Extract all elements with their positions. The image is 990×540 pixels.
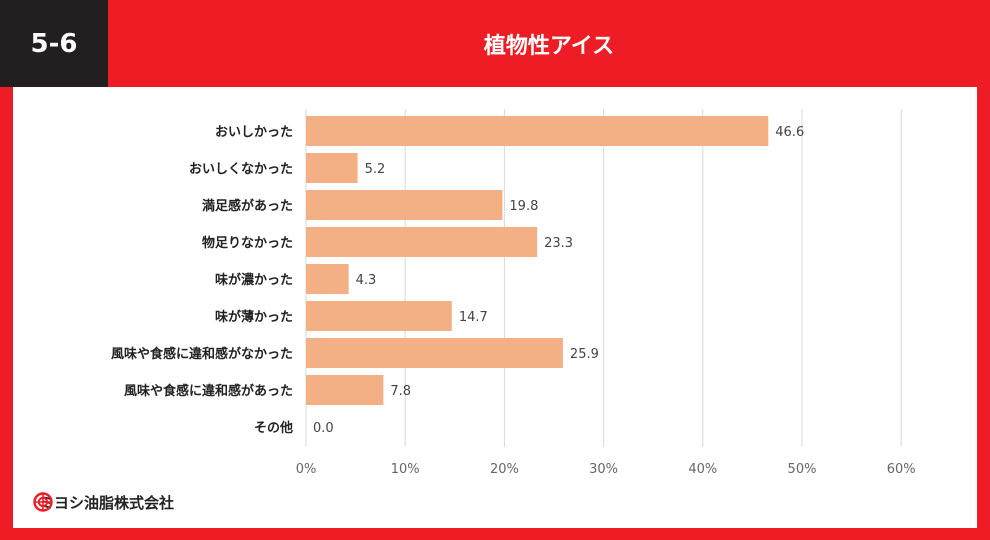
category-label: 風味や食感に違和感がなかった xyxy=(111,346,293,362)
value-label: 25.9 xyxy=(570,347,599,362)
labels: 0% 10% 20% 30% 40% 50% 60% おいしかった 46.6 おいしくなかった 5.… xyxy=(111,125,916,477)
chart-title: 植物性アイス xyxy=(483,33,615,59)
gridlines xyxy=(305,109,902,447)
category-label: 味が薄かった xyxy=(215,309,293,325)
x-tick-label: 30% xyxy=(589,462,618,477)
category-label: おいしかった xyxy=(215,125,293,140)
x-tick-label: 40% xyxy=(688,462,717,477)
x-tick-label: 60% xyxy=(887,462,916,477)
value-label: 4.3 xyxy=(356,273,377,288)
category-label: 満足感があった xyxy=(202,198,293,214)
category-label: 物足りなかった xyxy=(202,235,293,251)
bar xyxy=(306,375,384,405)
category-label: おいしくなかった xyxy=(189,162,293,177)
bar xyxy=(306,338,563,368)
value-label: 14.7 xyxy=(459,310,488,325)
section-number: 5-6 xyxy=(0,0,108,87)
header: 5-6 植物性アイス xyxy=(0,0,990,87)
x-tick-label: 10% xyxy=(391,462,420,477)
value-label: 0.0 xyxy=(313,421,334,436)
bar xyxy=(306,116,769,146)
bar xyxy=(306,190,503,220)
bars xyxy=(306,116,769,405)
category-label: 風味や食感に違和感があった xyxy=(124,383,293,399)
x-tick-label: 0% xyxy=(296,462,317,477)
value-label: 46.6 xyxy=(775,125,804,140)
category-label: その他 xyxy=(254,420,293,436)
bar xyxy=(306,153,358,183)
value-label: 23.3 xyxy=(544,236,573,251)
company-logo: ミヨシ油脂株式会社 xyxy=(33,492,174,513)
x-tick-label: 50% xyxy=(788,462,817,477)
bar-chart: 0% 10% 20% 30% 40% 50% 60% おいしかった 46.6 おいしくなかった 5.… xyxy=(111,109,916,477)
x-tick-label: 20% xyxy=(490,462,519,477)
value-label: 5.2 xyxy=(365,162,386,177)
bar xyxy=(306,301,452,331)
category-label: 味が濃かった xyxy=(215,272,293,288)
company-logo-icon xyxy=(33,492,53,512)
chart-panel: 0% 10% 20% 30% 40% 50% 60% おいしかった 46.6 おいしくなかった 5.… xyxy=(13,87,977,528)
bar xyxy=(306,227,538,257)
company-name: ミヨシ油脂株式会社 xyxy=(39,494,175,512)
value-label: 19.8 xyxy=(509,199,538,214)
value-label: 7.8 xyxy=(390,384,411,399)
bar xyxy=(306,264,349,294)
